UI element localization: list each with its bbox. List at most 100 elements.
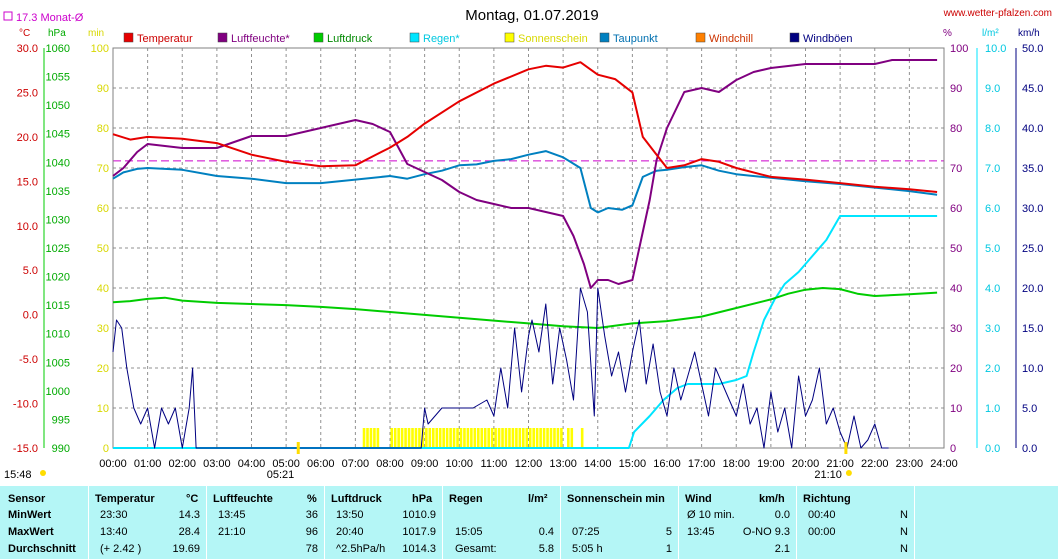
sunshine-bar: [414, 428, 418, 448]
footer-pres-val: 1017.9: [402, 526, 436, 538]
sunrise-time: 05:21: [267, 469, 295, 481]
wind-axis-tick-label: 20.0: [1022, 283, 1043, 295]
sunshine-bar: [369, 428, 373, 448]
temp-axis-tick-label: 25.0: [17, 87, 38, 99]
pressure-axis-tick-label: 1040: [46, 157, 70, 169]
legend-swatch: [504, 32, 515, 43]
footer-dir-val: N: [900, 509, 908, 521]
sunshine-bars: [362, 428, 584, 448]
rain-axis-tick-label: 4.0: [985, 283, 1000, 295]
wind-axis-tick-label: 5.0: [1022, 403, 1037, 415]
x-tick-label: 08:00: [376, 458, 404, 470]
header-wind-unit: km/h: [759, 493, 785, 505]
pressure-axis-tick-label: 1000: [46, 386, 70, 398]
sunshine-bar: [476, 428, 480, 448]
footer-label: MaxWert: [8, 526, 54, 538]
footer-divider: [914, 486, 915, 559]
x-tick-label: 21:00: [826, 458, 854, 470]
x-tick-label: 23:00: [896, 458, 924, 470]
x-tick-label: 03:00: [203, 458, 231, 470]
sunshine-bar: [400, 428, 404, 448]
x-tick-label: 20:00: [792, 458, 820, 470]
header-rain: Regen: [449, 493, 483, 505]
pressure-axis-header: hPa: [48, 28, 66, 39]
rain-axis-tick-label: 10.0: [985, 43, 1006, 55]
header-pres-unit: hPa: [412, 493, 433, 505]
sunset-sun-icon: [845, 470, 852, 476]
sunshine-bar: [366, 428, 369, 448]
header-pressure: Luftdruck: [331, 493, 382, 505]
sunshine-bar: [459, 428, 463, 448]
x-tick-label: 07:00: [342, 458, 370, 470]
pressure-axis-tick-label: 1035: [46, 186, 70, 198]
x-tick-label: 05:00: [272, 458, 300, 470]
humidity-axis-tick-label: 30: [950, 323, 962, 335]
sunshine-bar: [501, 428, 504, 448]
wind-axis-tick-label: 40.0: [1022, 123, 1043, 135]
sunshine-bar: [470, 428, 473, 448]
series-line-luftfeuchte: [112, 59, 938, 289]
footer-dir-val: N: [900, 526, 908, 538]
footer-temp-time: 13:40: [100, 526, 128, 538]
sunshine-bar: [494, 428, 497, 448]
sunshine-bar: [535, 428, 539, 448]
rain-axis-tick-label: 6.0: [985, 203, 1000, 215]
sunset-marker: [844, 442, 848, 454]
humidity-axis-tick-label: 10: [950, 403, 962, 415]
temp-axis-tick-label: 15.0: [17, 176, 38, 188]
sunshine-bar: [463, 428, 466, 448]
pressure-axis-tick-label: 1025: [46, 243, 70, 255]
header-hum-unit: %: [307, 493, 317, 505]
source-link[interactable]: www.wetter-pfalzen.com: [943, 8, 1052, 19]
x-tick-label: 14:00: [584, 458, 612, 470]
sunshine-bar: [418, 428, 421, 448]
sunshine-bar: [373, 428, 376, 448]
header-rain-unit: l/m²: [528, 493, 548, 505]
footer-temp-val: 28.4: [178, 526, 200, 538]
rain-axis-tick-label: 5.0: [985, 243, 1000, 255]
series-line-regen: [113, 215, 938, 449]
footer-divider: [88, 486, 89, 559]
sunshine-bar: [362, 428, 366, 448]
x-tick-label: 19:00: [757, 458, 785, 470]
footer-hum-val: 36: [305, 509, 318, 521]
footer-sun-time: 5:05 h: [572, 543, 603, 555]
footer-pres-val: 1014.3: [402, 543, 436, 555]
footer-dir-time: 00:00: [808, 526, 836, 538]
footer-divider: [678, 486, 679, 559]
x-tick-label: 04:00: [238, 458, 266, 470]
sunshine-bar: [522, 428, 525, 448]
pressure-axis-tick-label: 1020: [46, 272, 70, 284]
sunshine-bar: [376, 428, 380, 448]
temp-axis-tick-label: 30.0: [17, 43, 38, 55]
humidity-axis-tick-label: 70: [950, 163, 962, 175]
weather-chart: Montag, 01.07.2019 www.wetter-pfalzen.co…: [3, 7, 1052, 481]
footer-hum-val: 96: [305, 526, 318, 538]
rain-axis-tick-label: 9.0: [985, 83, 1000, 95]
sunshine-bar: [549, 428, 553, 448]
sunshine-start-time: 15:48: [4, 469, 32, 481]
sunshine-bar: [480, 428, 484, 448]
wind-axis-tick-label: 15.0: [1022, 323, 1043, 335]
pressure-axis-tick-label: 1050: [46, 100, 70, 112]
footer-sun-val: 1: [665, 543, 672, 555]
sunshine-bar: [473, 428, 477, 448]
sunshine-bar: [504, 428, 508, 448]
sunshine-bar: [449, 428, 452, 448]
footer-hum-val: 78: [305, 543, 318, 555]
rain-axis-tick-label: 8.0: [985, 123, 1000, 135]
footer-dir-time: 00:40: [808, 509, 836, 521]
footer-hum-time: 13:45: [218, 509, 246, 521]
month-avg-label: 17.3 Monat-Ø: [16, 12, 84, 24]
legend-label: Temperatur: [137, 33, 193, 45]
sunshine-bar: [425, 428, 428, 448]
legend: Temperatur Luftfeuchte* Luftdruck Regen* Son…: [123, 32, 853, 45]
wind-axis-tick-label: 45.0: [1022, 83, 1043, 95]
sunrise-marker: [296, 442, 300, 454]
footer-rain-time: Gesamt:: [455, 543, 497, 555]
pressure-axis-tick-label: 1010: [46, 329, 70, 341]
footer-rain-time: 15:05: [455, 526, 483, 538]
x-tick-label: 12:00: [515, 458, 543, 470]
rain-axis-tick-label: 0.0: [985, 443, 1000, 455]
sunshine-bar: [546, 428, 549, 448]
